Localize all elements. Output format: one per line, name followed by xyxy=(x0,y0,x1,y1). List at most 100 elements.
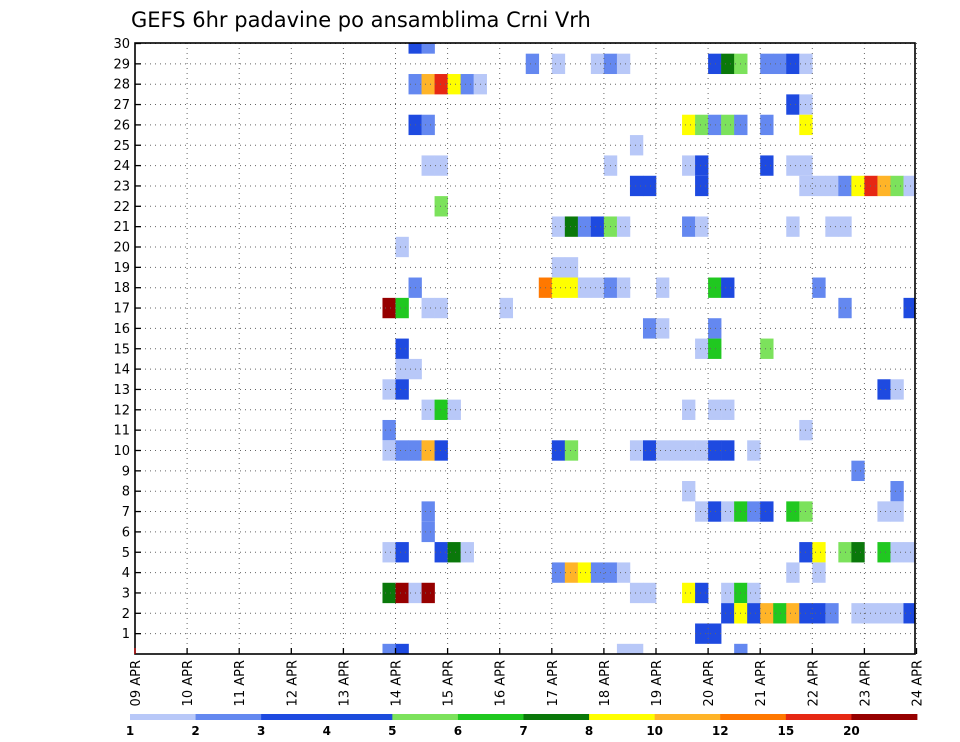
legend-swatch xyxy=(589,714,656,720)
legend-label: 7 xyxy=(519,724,527,738)
heat-cell xyxy=(395,440,409,461)
heat-cell xyxy=(421,43,435,54)
heat-cell xyxy=(629,175,644,197)
heat-cell xyxy=(695,623,709,644)
y-tick-label: 30 xyxy=(113,37,130,52)
heat-cell xyxy=(695,114,709,136)
legend-label: 8 xyxy=(585,724,593,738)
heat-cell xyxy=(564,440,579,461)
heat-cell xyxy=(812,542,826,563)
heat-cell xyxy=(434,297,448,319)
heat-cell xyxy=(395,379,409,400)
heat-cell xyxy=(695,501,709,522)
heat-cell xyxy=(864,175,878,197)
y-tick-label: 25 xyxy=(113,139,130,154)
heat-cell xyxy=(421,521,435,543)
heat-cell xyxy=(825,216,839,237)
heat-cell xyxy=(395,358,409,380)
heat-cell xyxy=(447,399,461,420)
legend-swatch xyxy=(195,714,262,720)
heat-cell xyxy=(577,216,592,237)
heat-cell xyxy=(695,338,709,359)
x-tick-label: 22 APR xyxy=(806,660,821,706)
heat-cell xyxy=(851,603,865,624)
legend-label: 10 xyxy=(646,724,663,738)
heat-cell xyxy=(434,74,448,95)
legend-label: 1 xyxy=(126,724,134,738)
heat-cell xyxy=(382,440,396,461)
heat-cell xyxy=(721,114,735,136)
x-tick-label: 20 APR xyxy=(702,660,717,706)
heat-cell xyxy=(629,582,644,604)
x-tick-label: 16 APR xyxy=(494,660,509,706)
x-tick-label: 24 APR xyxy=(911,660,926,706)
heat-cell xyxy=(890,501,904,522)
heat-cell xyxy=(395,542,409,563)
heat-cell xyxy=(408,43,422,54)
heat-cell xyxy=(499,297,514,319)
legend-label: 6 xyxy=(454,724,462,738)
heat-cell xyxy=(760,53,774,75)
heat-cell xyxy=(695,175,709,197)
heat-cell xyxy=(877,501,891,522)
legend-label: 3 xyxy=(257,724,265,738)
heat-cell xyxy=(447,542,461,563)
heat-cell xyxy=(382,419,396,441)
heat-cell xyxy=(708,440,722,461)
heat-cell xyxy=(551,216,566,237)
y-tick-label: 26 xyxy=(113,118,130,133)
heat-cell xyxy=(851,542,865,563)
heat-cell xyxy=(695,440,709,461)
heat-cell xyxy=(682,399,696,420)
heat-cell xyxy=(642,440,657,461)
heat-cell xyxy=(721,277,735,298)
heat-cell xyxy=(903,542,916,563)
heat-cell xyxy=(616,277,631,298)
x-tick-label: 10 APR xyxy=(181,660,196,706)
heat-cell xyxy=(382,643,396,654)
heat-cell xyxy=(825,603,839,624)
heat-cell xyxy=(786,501,800,522)
heat-cell xyxy=(629,643,644,654)
heat-cell xyxy=(695,155,709,176)
heat-cell xyxy=(890,175,904,197)
heat-cell xyxy=(395,582,409,604)
heat-cell xyxy=(812,562,826,583)
y-tick-label: 15 xyxy=(113,342,130,357)
heat-cell xyxy=(734,643,748,654)
heat-cell xyxy=(682,440,696,461)
heat-cell xyxy=(656,318,670,339)
y-tick-label: 1 xyxy=(122,627,130,642)
legend-swatch xyxy=(523,714,590,720)
x-tick-label: 23 APR xyxy=(858,660,873,706)
heat-cell xyxy=(864,603,878,624)
heat-cell xyxy=(460,542,474,563)
x-tick-label: 17 APR xyxy=(546,660,561,706)
y-tick-label: 14 xyxy=(113,363,130,378)
legend-swatch xyxy=(785,714,852,720)
heat-cell xyxy=(890,481,904,502)
heat-cell xyxy=(551,257,566,278)
y-tick-label: 29 xyxy=(113,57,130,72)
y-tick-label: 12 xyxy=(113,403,130,418)
y-tick-label: 9 xyxy=(122,464,130,479)
x-tick-label: 21 APR xyxy=(754,660,769,706)
heat-cell xyxy=(903,175,916,197)
heat-cell xyxy=(786,53,800,75)
heat-cell xyxy=(695,216,709,237)
heat-cell xyxy=(877,603,891,624)
heat-cell xyxy=(421,582,435,604)
heat-cell xyxy=(786,94,800,115)
heat-cell xyxy=(616,562,631,583)
heat-cell xyxy=(434,196,448,217)
heat-cell xyxy=(721,53,735,75)
heat-cell xyxy=(421,399,435,420)
heat-cell xyxy=(525,53,540,75)
y-tick-label: 5 xyxy=(122,546,130,561)
heat-cell xyxy=(590,562,605,583)
heat-cell xyxy=(682,216,696,237)
heat-cell xyxy=(564,257,579,278)
heat-cell xyxy=(708,277,722,298)
heat-cell xyxy=(877,542,891,563)
heat-cell xyxy=(786,155,800,176)
